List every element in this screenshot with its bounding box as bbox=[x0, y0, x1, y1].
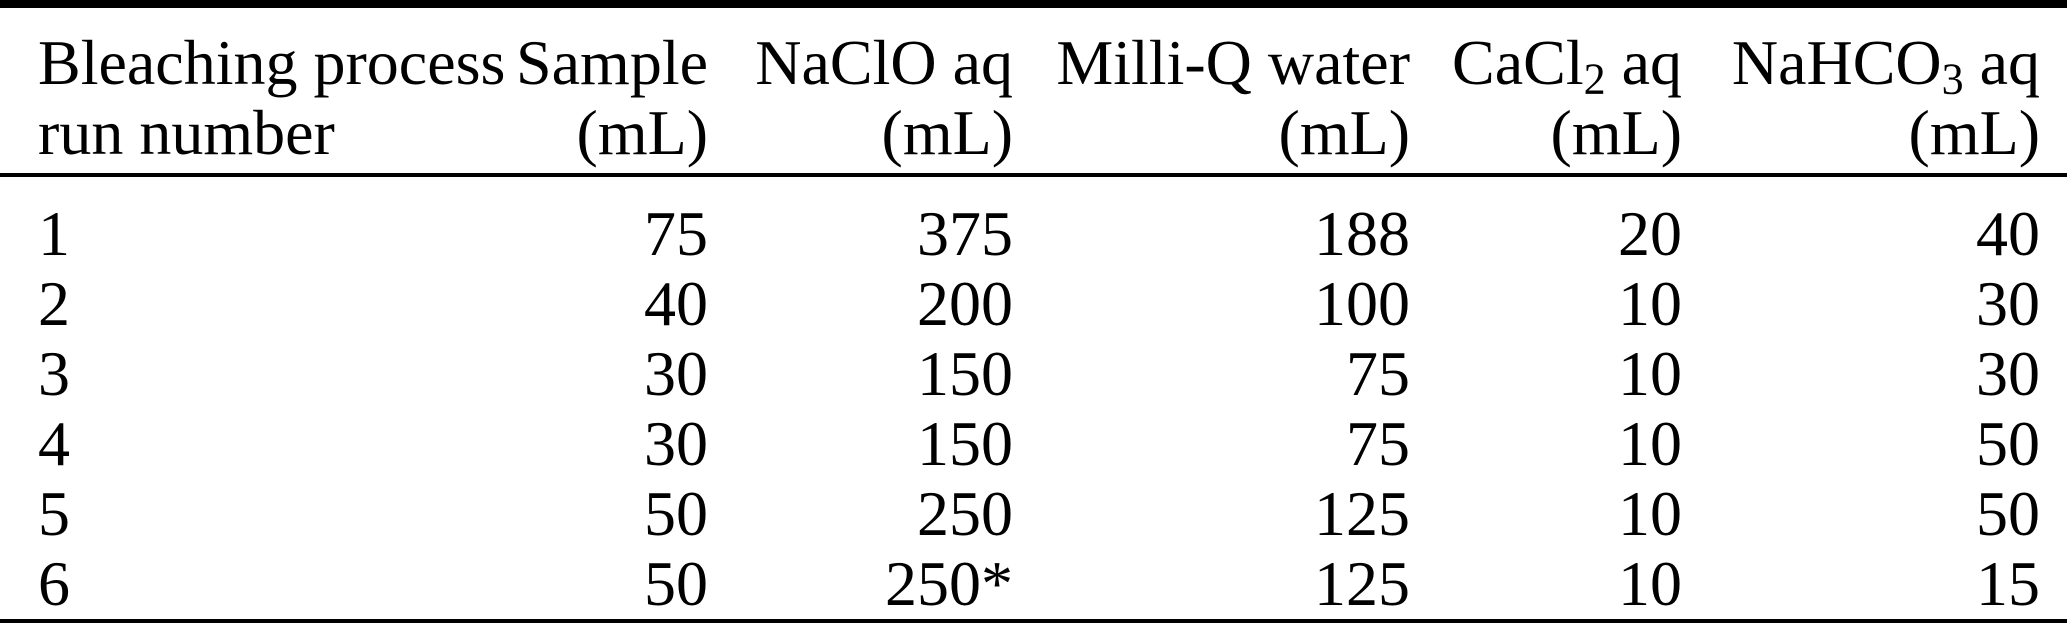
cell-naclo: 150 bbox=[917, 408, 1013, 479]
cell-naclo-with-footnote: 250* bbox=[885, 548, 1013, 619]
column-header-sample: Sample (mL) bbox=[470, 4, 708, 175]
cell-nahco3: 15 bbox=[1976, 548, 2040, 619]
cell-naclo: 250 bbox=[917, 478, 1013, 549]
table-row-3: 3 30 150 75 10 30 bbox=[0, 339, 2067, 409]
column-header-naclo: NaClO aq (mL) bbox=[708, 4, 1013, 175]
cell-cacl2: 20 bbox=[1618, 198, 1682, 269]
table-row-1: 1 75 375 188 20 40 bbox=[0, 175, 2067, 269]
cell-milliq: 100 bbox=[1314, 268, 1410, 339]
column-header-cacl2: CaCl2 aq (mL) bbox=[1410, 4, 1682, 175]
cell-sample: 40 bbox=[644, 268, 708, 339]
cell-milliq: 125 bbox=[1314, 478, 1410, 549]
formula-base: CaCl bbox=[1452, 27, 1584, 98]
cell-run-number: 1 bbox=[38, 198, 70, 269]
header-line1: CaCl2 aq bbox=[1410, 27, 1682, 102]
table-body: 1 75 375 188 20 40 2 40 200 100 10 30 3 … bbox=[0, 175, 2067, 621]
cell-nahco3: 30 bbox=[1976, 268, 2040, 339]
cell-sample: 75 bbox=[644, 198, 708, 269]
cell-nahco3: 30 bbox=[1976, 338, 2040, 409]
cell-run-number: 6 bbox=[38, 548, 70, 619]
cell-run-number: 4 bbox=[38, 408, 70, 479]
formula-subscript: 2 bbox=[1583, 54, 1606, 104]
header-line1: Bleaching process bbox=[38, 27, 506, 98]
table-row-2: 2 40 200 100 10 30 bbox=[0, 269, 2067, 339]
cell-cacl2: 10 bbox=[1618, 408, 1682, 479]
formula-rest: aq bbox=[1605, 27, 1682, 98]
header-row: Bleaching process run number Sample (mL)… bbox=[0, 4, 2067, 175]
cell-nahco3: 50 bbox=[1976, 408, 2040, 479]
cell-naclo: 150 bbox=[917, 338, 1013, 409]
header-line1: Sample bbox=[516, 27, 708, 98]
table-row-4: 4 30 150 75 10 50 bbox=[0, 409, 2067, 479]
header-unit: (mL) bbox=[1908, 97, 2041, 168]
header-unit: (mL) bbox=[881, 97, 1014, 168]
column-header-milliq-water: Milli-Q water (mL) bbox=[1013, 4, 1410, 175]
formula-rest: aq bbox=[1963, 27, 2040, 98]
cell-naclo: 200 bbox=[917, 268, 1013, 339]
header-line1: Milli-Q water bbox=[1056, 27, 1410, 98]
cell-sample: 50 bbox=[644, 478, 708, 549]
cell-sample: 30 bbox=[644, 408, 708, 479]
header-line1: NaHCO3 aq bbox=[1682, 27, 2040, 102]
cell-run-number: 2 bbox=[38, 268, 70, 339]
cell-cacl2: 10 bbox=[1618, 548, 1682, 619]
table-header: Bleaching process run number Sample (mL)… bbox=[0, 4, 2067, 175]
formula-subscript: 3 bbox=[1941, 54, 1964, 104]
formula-base: NaHCO bbox=[1731, 27, 1942, 98]
cell-nahco3: 40 bbox=[1976, 198, 2040, 269]
header-unit: (mL) bbox=[1550, 97, 1683, 168]
header-line2: run number bbox=[38, 97, 335, 168]
cell-milliq: 125 bbox=[1314, 548, 1410, 619]
cell-sample: 50 bbox=[644, 548, 708, 619]
cell-sample: 30 bbox=[644, 338, 708, 409]
cell-run-number: 3 bbox=[38, 338, 70, 409]
header-line1: NaClO aq bbox=[755, 27, 1013, 98]
cell-milliq: 75 bbox=[1346, 408, 1410, 479]
cell-cacl2: 10 bbox=[1618, 268, 1682, 339]
header-unit: (mL) bbox=[576, 97, 709, 168]
cell-naclo: 375 bbox=[917, 198, 1013, 269]
cell-run-number: 5 bbox=[38, 478, 70, 549]
header-unit: (mL) bbox=[1278, 97, 1411, 168]
table-row-6: 6 50 250* 125 10 15 bbox=[0, 549, 2067, 621]
table-row-5: 5 50 250 125 10 50 bbox=[0, 479, 2067, 549]
cell-cacl2: 10 bbox=[1618, 338, 1682, 409]
cell-cacl2: 10 bbox=[1618, 478, 1682, 549]
bleaching-process-table: Bleaching process run number Sample (mL)… bbox=[0, 0, 2067, 623]
column-header-nahco3: NaHCO3 aq (mL) bbox=[1682, 4, 2067, 175]
cell-nahco3: 50 bbox=[1976, 478, 2040, 549]
cell-milliq: 188 bbox=[1314, 198, 1410, 269]
column-header-run-number: Bleaching process run number bbox=[0, 4, 506, 175]
cell-milliq: 75 bbox=[1346, 338, 1410, 409]
